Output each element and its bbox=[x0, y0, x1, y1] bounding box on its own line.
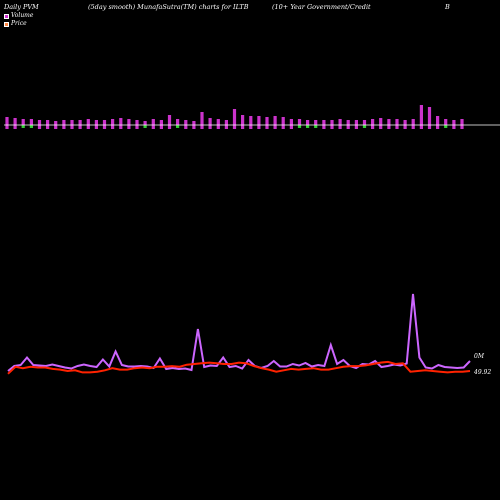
volume-bar-down bbox=[306, 120, 310, 125]
volume-bar-up bbox=[241, 115, 245, 129]
volume-bar-up bbox=[70, 120, 74, 129]
volume-bar-up bbox=[184, 120, 188, 129]
volume-bar-up bbox=[379, 118, 383, 129]
volume-bar-up bbox=[436, 116, 440, 129]
volume-bar-down-tail bbox=[176, 125, 180, 128]
volume-bar-down-tail bbox=[29, 125, 33, 128]
volume-bar-up bbox=[322, 120, 326, 129]
instrument-description: (10+ Year Government/Credit bbox=[272, 3, 371, 11]
volume-bar-up bbox=[86, 119, 90, 129]
volume-bar-down-tail bbox=[444, 125, 448, 128]
volume-bar-up bbox=[338, 119, 342, 129]
volume-bar-down-tail bbox=[362, 125, 367, 128]
description-overflow: B bbox=[445, 3, 450, 11]
volume-bar-up bbox=[289, 119, 293, 129]
volume-bar-down bbox=[29, 119, 33, 125]
volume-bar-up bbox=[273, 116, 277, 129]
volume-bar-up bbox=[265, 117, 269, 129]
volume-bar-down-tail bbox=[306, 125, 310, 128]
price-line bbox=[7, 360, 471, 375]
volume-bar-up bbox=[111, 119, 115, 129]
volume-bar-up bbox=[78, 120, 82, 129]
volume-bar-down-tail bbox=[297, 125, 302, 128]
volume-bar-down-tail bbox=[143, 125, 147, 128]
volume-bar-down bbox=[176, 119, 180, 125]
volume-bar-up bbox=[46, 120, 50, 129]
legend: Volume Price bbox=[4, 12, 33, 28]
volume-bar-down bbox=[362, 120, 367, 125]
volume-bar-up bbox=[460, 119, 464, 129]
volume-line bbox=[7, 293, 471, 372]
volume-bar-up bbox=[200, 112, 204, 129]
volume-bar-up bbox=[216, 119, 220, 129]
volume-bar-up bbox=[13, 118, 17, 129]
volume-bar-up bbox=[395, 119, 399, 129]
price-value-label: 49.92 bbox=[474, 369, 492, 376]
volume-value-label: 0M bbox=[474, 353, 484, 360]
volume-bar-down-tail bbox=[314, 125, 318, 128]
volume-bar-down bbox=[21, 119, 25, 125]
volume-bar-up bbox=[102, 120, 107, 129]
volume-bar-up bbox=[232, 109, 237, 129]
volume-bar-up bbox=[387, 119, 391, 129]
volume-bar-up bbox=[257, 116, 261, 129]
volume-bar-up bbox=[127, 119, 131, 129]
volume-bar-up bbox=[151, 119, 155, 129]
legend-item-volume: Volume bbox=[4, 12, 33, 20]
volume-bar-down bbox=[444, 119, 448, 125]
volume-bar-up bbox=[354, 120, 358, 129]
volume-bar-up bbox=[135, 120, 139, 129]
volume-bar-up bbox=[37, 120, 42, 129]
legend-volume-label: Volume bbox=[11, 12, 34, 19]
volume-bar-down bbox=[297, 119, 302, 125]
volume-bar-up bbox=[427, 107, 432, 129]
volume-bar-up bbox=[346, 120, 350, 129]
volume-bar-up bbox=[371, 119, 375, 129]
legend-item-price: Price bbox=[4, 20, 33, 28]
volume-swatch-icon bbox=[4, 13, 9, 19]
volume-bar-up bbox=[403, 120, 407, 129]
volume-bar-down bbox=[314, 120, 318, 125]
volume-bars bbox=[5, 105, 464, 129]
volume-bar-up bbox=[94, 120, 98, 129]
volume-bar-up bbox=[62, 120, 66, 129]
volume-bar-up bbox=[411, 119, 415, 129]
volume-bar-up bbox=[119, 118, 123, 129]
volume-bar-up bbox=[452, 120, 456, 129]
chart-title: (5day smooth) MunafaSutra(TM) charts for… bbox=[88, 3, 249, 11]
volume-bar-up bbox=[281, 117, 285, 129]
volume-bar-up bbox=[224, 120, 228, 129]
volume-bar-up bbox=[167, 115, 172, 129]
legend-price-label: Price bbox=[11, 20, 27, 27]
price-swatch-icon bbox=[4, 21, 9, 27]
volume-bar-up bbox=[5, 117, 9, 129]
chart-type-label: Daily PVM bbox=[4, 3, 39, 11]
volume-bar-up bbox=[419, 105, 423, 129]
volume-bar-down-tail bbox=[21, 125, 25, 128]
volume-bar-down bbox=[143, 121, 147, 125]
volume-bar-up bbox=[249, 116, 253, 129]
volume-bar-up bbox=[208, 118, 212, 129]
volume-bar-up bbox=[330, 120, 334, 129]
volume-bar-up bbox=[159, 120, 163, 129]
